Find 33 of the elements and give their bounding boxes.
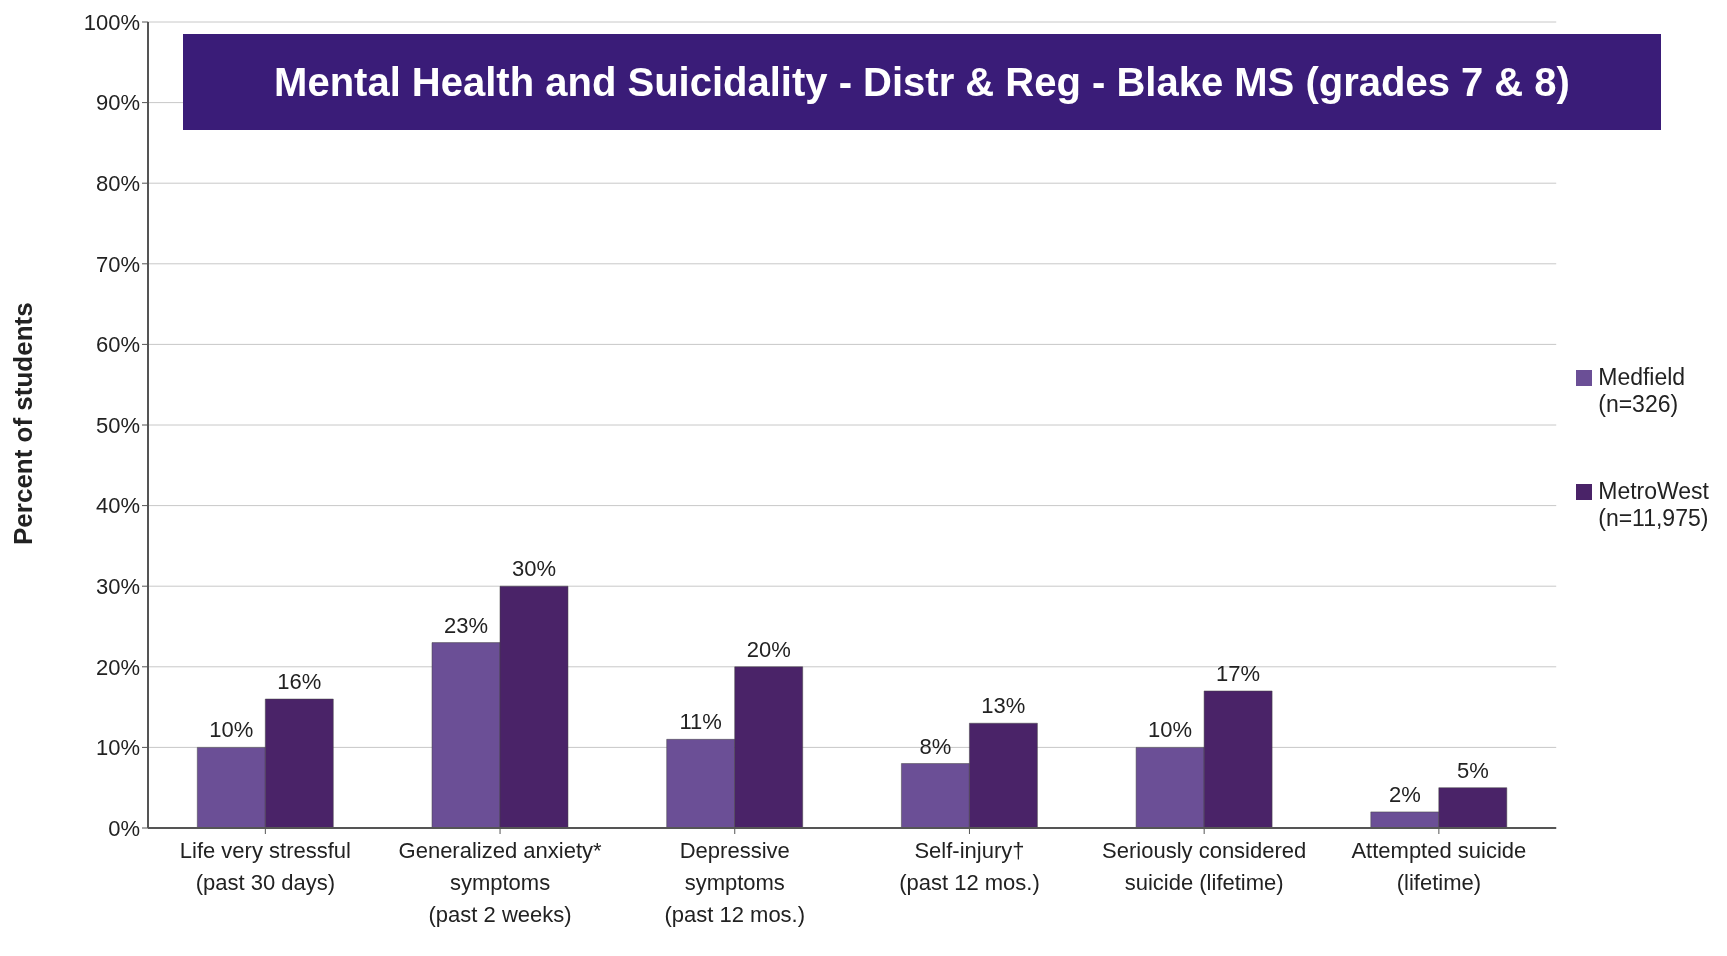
title-banner: Mental Health and Suicidality - Distr & Reg - Blake MS (grades 7 & 8) [183,34,1661,130]
data-label: 30% [511,556,557,582]
y-tick-label: 10% [95,735,140,761]
y-tick-label: 50% [95,412,140,438]
data-label: 10% [209,717,254,743]
y-tick-label: 100% [83,9,140,35]
data-label: 11% [679,709,722,735]
y-tick-label: 40% [95,493,140,519]
data-label: 2% [1388,781,1421,807]
y-tick-label: 90% [95,90,140,116]
y-tick-label: 60% [95,332,140,358]
data-label: 20% [746,636,791,662]
y-tick-label: 70% [95,251,140,277]
legend-label: MetroWest (n=11,975) [1598,478,1709,532]
data-label: 23% [443,612,489,638]
y-axis-title: Percent of students [8,302,39,545]
data-label: 13% [981,693,1026,719]
data-label: 17% [1216,660,1261,686]
y-tick-label: 80% [95,171,140,197]
legend-label: Medfield (n=326) [1598,364,1686,418]
y-tick-label: 0% [108,815,140,841]
data-label: 8% [919,733,952,759]
x-tick-label: Attempted suicide (lifetime) [1351,838,1527,895]
y-tick-label: 20% [95,654,140,680]
x-tick-label: Life very stressful (past 30 days) [179,838,351,895]
data-label: 10% [1148,717,1193,743]
x-tick-label: Depressive symptoms (past 12 mos.) [664,838,806,927]
x-tick-label: Generalized anxiety* symptoms (past 2 weeks) [398,838,602,927]
x-tick-label: Seriously considered suicide (lifetime) [1102,838,1307,895]
x-tick-label: Self-injury† (past 12 mos.) [899,838,1040,895]
y-tick-label: 30% [95,574,140,600]
data-label: 16% [277,669,322,695]
data-label: 5% [1456,757,1489,783]
